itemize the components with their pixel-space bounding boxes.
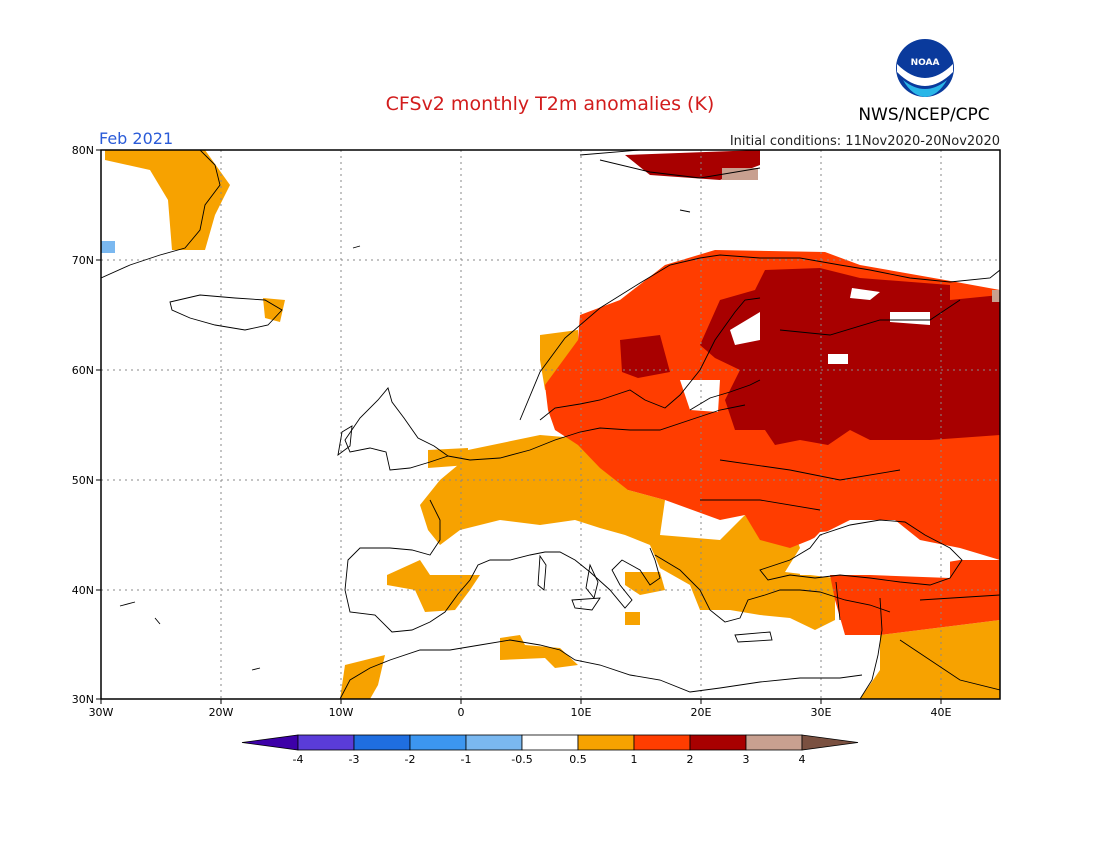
colorbar-label: -2 [405,753,416,766]
anomaly-3-4-areas [722,168,1000,302]
colorbar-label: -0.5 [511,753,532,766]
lon-label: 0 [458,706,465,719]
lon-label: 20W [209,706,234,719]
colorbar-cell [633,734,691,751]
colorbar-cell [577,734,635,751]
anomaly-shading [101,150,1000,699]
lat-label: 40N [72,584,94,597]
lat-label: 30N [72,693,94,706]
map-panel: 30W 20W 10W 0 10E 20E 30E 40E 80N 70N 60… [72,144,1001,719]
colorbar-label: -4 [293,753,304,766]
colorbar-cell [689,734,747,751]
colorbar-label: -1 [461,753,472,766]
lat-label: 60N [72,364,94,377]
agency-label: NWS/NCEP/CPC [858,105,989,125]
noaa-logo-text: NOAA [911,58,940,68]
unshaded-holes [680,288,950,578]
chart-title: CFSv2 monthly T2m anomalies (K) [386,93,715,115]
colorbar-label: 0.5 [569,753,587,766]
lat-label: 50N [72,474,94,487]
lon-label: 40E [931,706,952,719]
colorbar-cell [465,734,523,751]
lat-axis: 80N 70N 60N 50N 40N 30N [72,144,94,706]
lon-label: 30E [811,706,832,719]
color-bar: -4 -3 -2 -1 -0.5 0.5 1 2 3 4 [241,734,859,766]
colorbar-cell [409,734,467,751]
lon-label: 10E [571,706,592,719]
map-frame [100,149,1001,700]
lon-label: 10W [329,706,354,719]
coastlines [101,150,1000,699]
colorbar-label: 1 [631,753,638,766]
colorbar-label: 3 [743,753,750,766]
noaa-logo: NOAA [896,39,954,97]
colorbar-label: 4 [799,753,806,766]
anomaly-neg-areas [101,241,115,253]
lon-axis: 30W 20W 10W 0 10E 20E 30E 40E [89,706,952,719]
lat-label: 80N [72,144,94,157]
colorbar-cell [297,734,355,751]
colorbar-label: -3 [349,753,360,766]
colorbar-label: 2 [687,753,694,766]
colorbar-cell [353,734,411,751]
axis-ticks [96,149,942,704]
colorbar-cell [521,734,579,751]
colorbar-cell [745,734,803,751]
valid-month-label: Feb 2021 [99,129,173,148]
lat-label: 70N [72,254,94,267]
initial-conditions-label: Initial conditions: 11Nov2020-20Nov2020 [730,134,1000,149]
lon-label: 30W [89,706,114,719]
colorbar-cell [241,734,299,751]
graticule [101,150,1000,699]
colorbar-cell [801,734,859,751]
lon-label: 20E [691,706,712,719]
